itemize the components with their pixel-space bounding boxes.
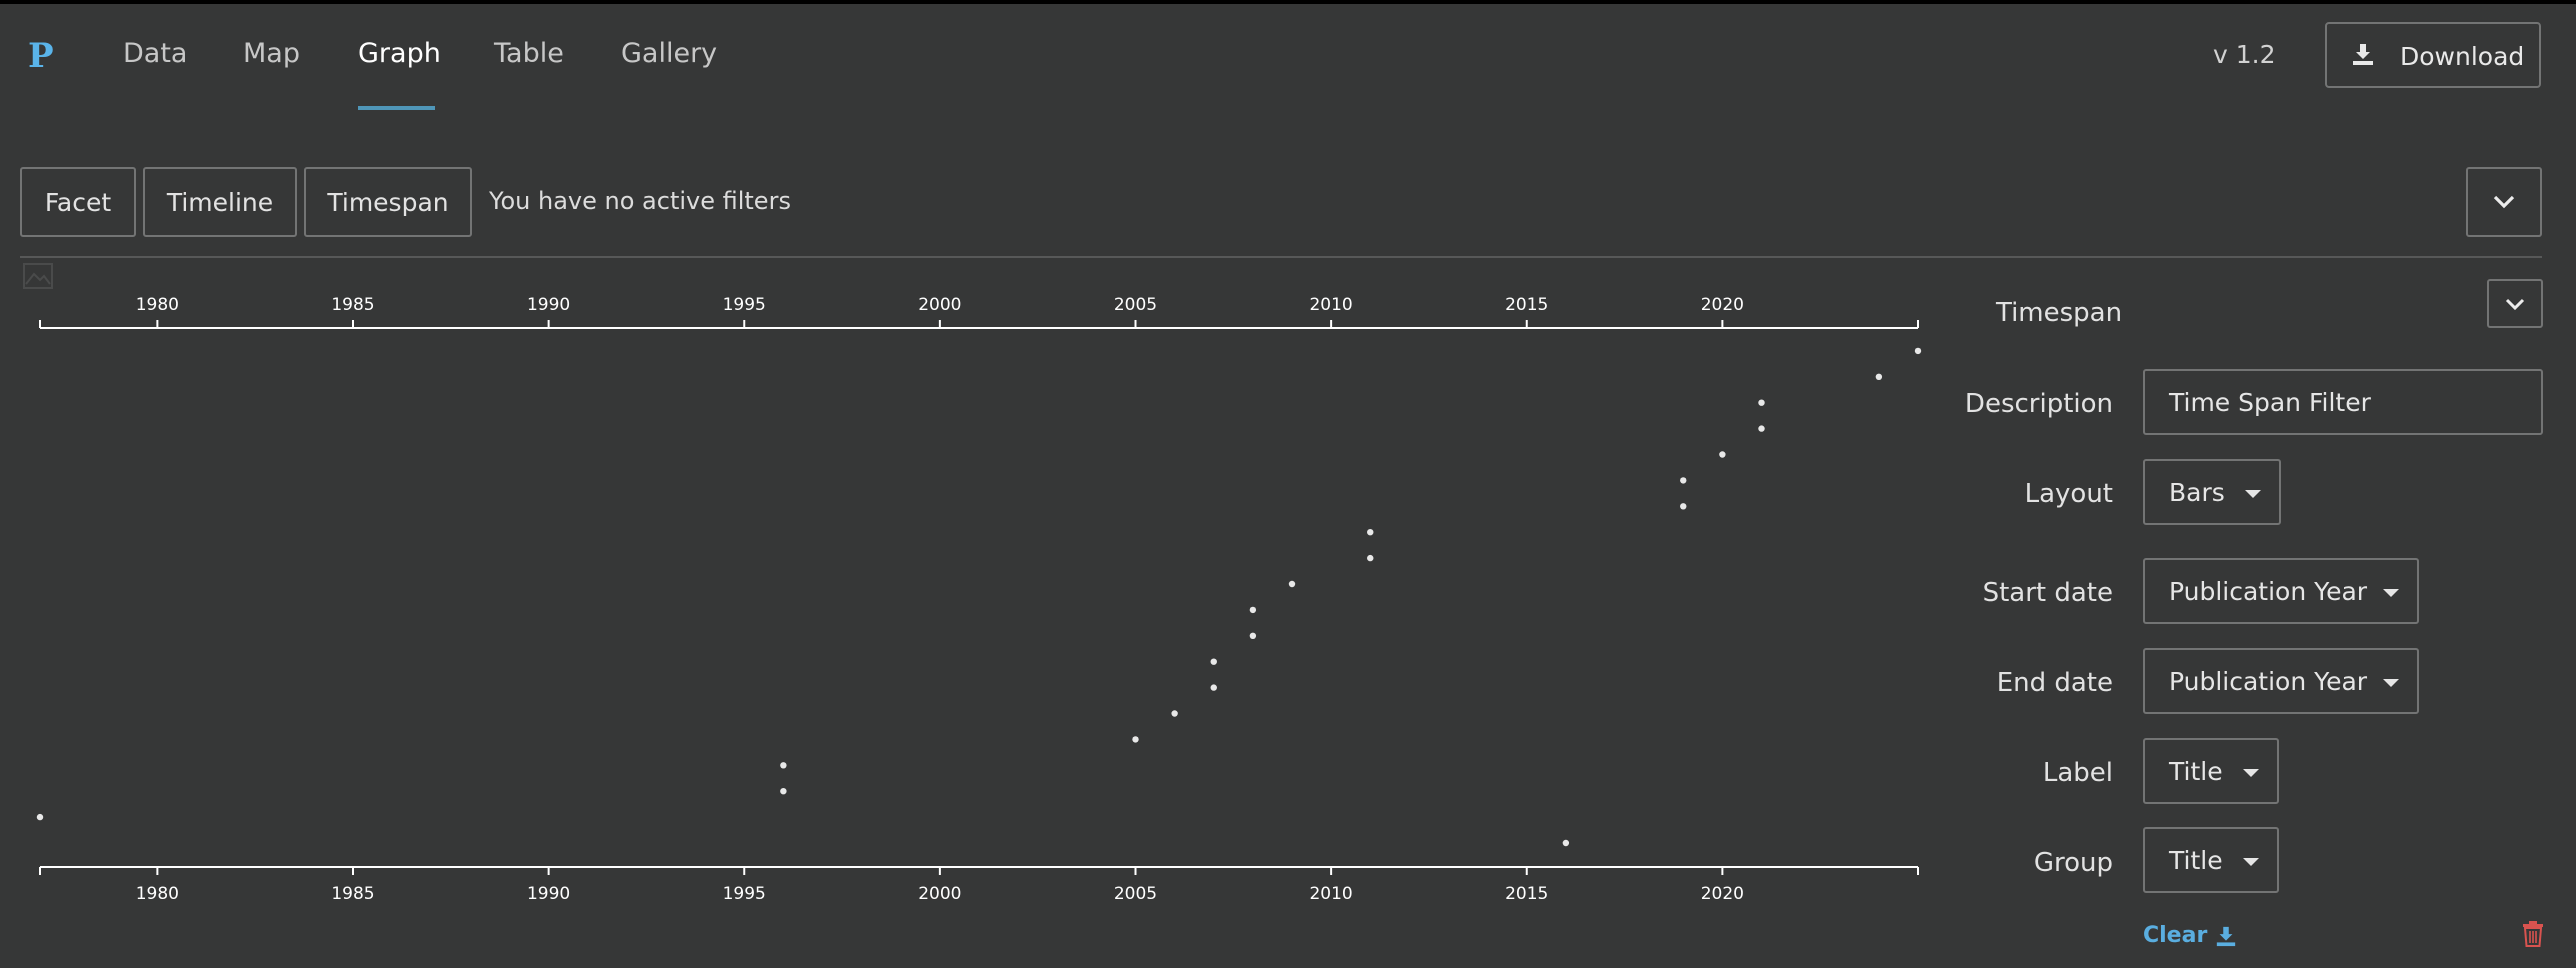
app-logo[interactable]: P <box>28 36 54 76</box>
axis-top-tick-label: 1980 <box>136 295 179 315</box>
data-point <box>1288 580 1296 588</box>
trash-icon[interactable] <box>2522 921 2544 947</box>
section-divider <box>20 256 2542 258</box>
data-point <box>1249 606 1257 614</box>
top-nav: P Data Map Graph Table Gallery v 1.2 Dow… <box>0 0 2576 112</box>
clear-button[interactable]: Clear <box>2143 923 2237 948</box>
data-point <box>1367 554 1374 562</box>
axis-top-tick-label: 2010 <box>1309 295 1352 315</box>
description-input[interactable]: Time Span Filter <box>2143 369 2543 435</box>
data-point <box>1914 347 1922 355</box>
download-label: Download <box>2400 42 2525 71</box>
data-point <box>1875 373 1883 380</box>
chevron-down-icon <box>2493 195 2515 209</box>
axis-top-tick-label: 1985 <box>331 295 374 315</box>
data-point <box>780 788 787 795</box>
settings-collapse-button[interactable] <box>2487 279 2543 328</box>
facet-button[interactable]: Facet <box>20 167 136 237</box>
data-point <box>1210 658 1217 665</box>
window-top-border <box>0 0 2576 4</box>
axis-top-tick-label: 2000 <box>918 295 961 315</box>
clear-label: Clear <box>2143 923 2208 948</box>
start-date-value: Publication Year <box>2169 576 2368 606</box>
tab-table[interactable]: Table <box>494 38 564 69</box>
data-point <box>1367 529 1374 536</box>
caret-down-icon <box>2243 769 2259 777</box>
data-point <box>1249 632 1257 639</box>
axis-bottom-tick-label: 1985 <box>331 884 374 904</box>
filter-status-text: You have no active filters <box>489 187 791 215</box>
layout-dropdown[interactable]: Bars <box>2143 459 2281 525</box>
start-date-label: Start date <box>1982 578 2113 608</box>
label-field-label: Label <box>2042 758 2113 788</box>
axis-bottom-tick-label: 1990 <box>527 884 570 904</box>
timespan-chart: 1980 1985 1990 1995 2000 2005 2010 2015 2020 1980… <box>36 295 1922 904</box>
chevron-down-icon <box>2505 298 2525 310</box>
timeline-button[interactable]: Timeline <box>143 167 297 237</box>
data-point <box>1210 684 1217 691</box>
axis-bottom-tick-label: 2005 <box>1114 884 1157 904</box>
data-point <box>1132 736 1139 743</box>
data-point <box>1171 710 1178 717</box>
end-date-label: End date <box>1996 668 2113 698</box>
group-dropdown[interactable]: Title <box>2143 827 2279 893</box>
description-label: Description <box>1964 389 2113 419</box>
tab-gallery[interactable]: Gallery <box>621 38 718 69</box>
axis-top-tick-label: 1990 <box>527 295 570 315</box>
end-date-value: Publication Year <box>2169 666 2368 696</box>
axis-bottom-tick-label: 2010 <box>1309 884 1352 904</box>
tab-map[interactable]: Map <box>243 38 300 69</box>
layout-value: Bars <box>2169 477 2225 507</box>
axis-bottom-tick-label: 1980 <box>136 884 179 904</box>
axis-bottom-tick-label: 2000 <box>918 884 961 904</box>
image-placeholder-icon <box>23 263 53 289</box>
axis-top-tick-label: 2005 <box>1114 295 1157 315</box>
caret-down-icon <box>2383 589 2399 597</box>
data-point <box>1758 399 1765 406</box>
axis-bottom-tick-label: 1995 <box>723 884 766 904</box>
layout-label: Layout <box>2024 479 2113 509</box>
active-tab-indicator <box>358 106 435 110</box>
filters-expand-button[interactable] <box>2466 167 2542 237</box>
settings-title: Timespan <box>1996 298 2123 328</box>
download-icon <box>2217 926 2236 946</box>
download-button[interactable]: Download <box>2325 22 2541 88</box>
axis-top-tick-label: 2020 <box>1701 295 1744 315</box>
caret-down-icon <box>2245 490 2261 498</box>
axis-bottom-tick-label: 2020 <box>1701 884 1744 904</box>
axis-top-tick-label: 1995 <box>723 295 766 315</box>
version-label: v 1.2 <box>2213 40 2276 69</box>
tab-graph[interactable]: Graph <box>358 38 441 69</box>
data-point <box>1680 477 1687 484</box>
caret-down-icon <box>2383 679 2399 687</box>
download-icon <box>2353 44 2373 65</box>
label-value: Title <box>2169 756 2223 786</box>
group-label: Group <box>2033 848 2113 878</box>
data-point <box>1719 451 1726 458</box>
data-point <box>1680 503 1687 510</box>
caret-down-icon <box>2243 858 2259 866</box>
data-point <box>780 762 787 769</box>
group-value: Title <box>2169 845 2223 875</box>
label-dropdown[interactable]: Title <box>2143 738 2279 804</box>
data-point <box>1758 425 1765 432</box>
timespan-button[interactable]: Timespan <box>304 167 472 237</box>
data-point <box>1562 839 1570 847</box>
end-date-dropdown[interactable]: Publication Year <box>2143 648 2419 714</box>
tab-data[interactable]: Data <box>123 38 188 69</box>
axis-bottom-tick-label: 2015 <box>1505 884 1548 904</box>
data-point <box>36 813 44 821</box>
axis-top-tick-label: 2015 <box>1505 295 1548 315</box>
start-date-dropdown[interactable]: Publication Year <box>2143 558 2419 624</box>
